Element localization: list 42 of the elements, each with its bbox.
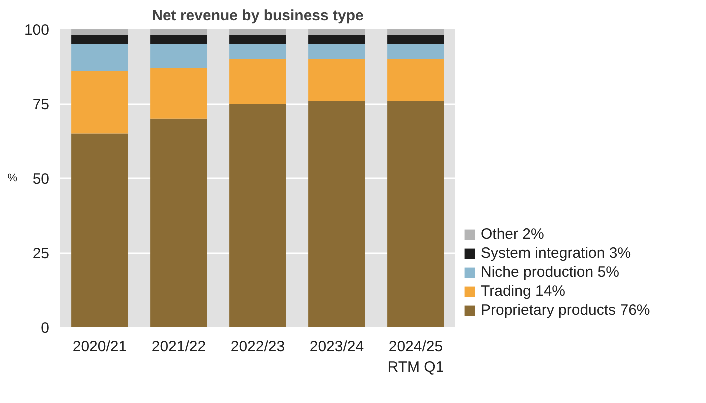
bar [72, 35, 128, 44]
bar [230, 104, 286, 328]
bar [388, 35, 444, 44]
x-tick-label: 2021/22 [152, 338, 206, 356]
bar [230, 44, 286, 60]
y-tick-label: 0 [41, 320, 50, 337]
bar [230, 30, 286, 36]
y-tick-label: 25 [32, 246, 50, 262]
bar [388, 44, 444, 60]
legend-label: Proprietary products 76% [481, 302, 650, 319]
bar [308, 30, 366, 36]
bar [150, 68, 208, 119]
x-tick-label: 2023/24 [310, 338, 364, 356]
bar [72, 30, 128, 36]
bar [308, 44, 366, 60]
bar [388, 59, 444, 102]
legend-label: Other 2% [481, 226, 544, 243]
bar [150, 30, 208, 36]
x-tick-label: 2020/21 [72, 338, 128, 356]
bar [308, 101, 366, 328]
legend-label: Niche production 5% [481, 264, 620, 281]
legend-label: System integration 3% [481, 245, 632, 262]
bar [388, 101, 444, 328]
x-tick-label: 2022/23 [230, 338, 286, 356]
bar [72, 44, 128, 72]
bar [230, 35, 286, 44]
y-tick-label: 100 [24, 22, 50, 39]
bar [150, 118, 208, 328]
bar [230, 59, 286, 104]
bar [150, 44, 208, 68]
bar [308, 59, 366, 102]
chart-title: Net revenue by business type [152, 8, 364, 24]
y-tick-label: 75 [32, 96, 50, 114]
bar [72, 71, 128, 134]
x-tick-label: 2024/25 RTM Q1 [388, 338, 444, 376]
legend-label: Trading 14% [481, 283, 566, 300]
y-tick-label: 50 [32, 171, 50, 188]
bar [72, 134, 128, 328]
bar [150, 35, 208, 44]
bar [308, 35, 366, 44]
bar [388, 30, 444, 36]
y-axis-title: % [8, 172, 18, 184]
